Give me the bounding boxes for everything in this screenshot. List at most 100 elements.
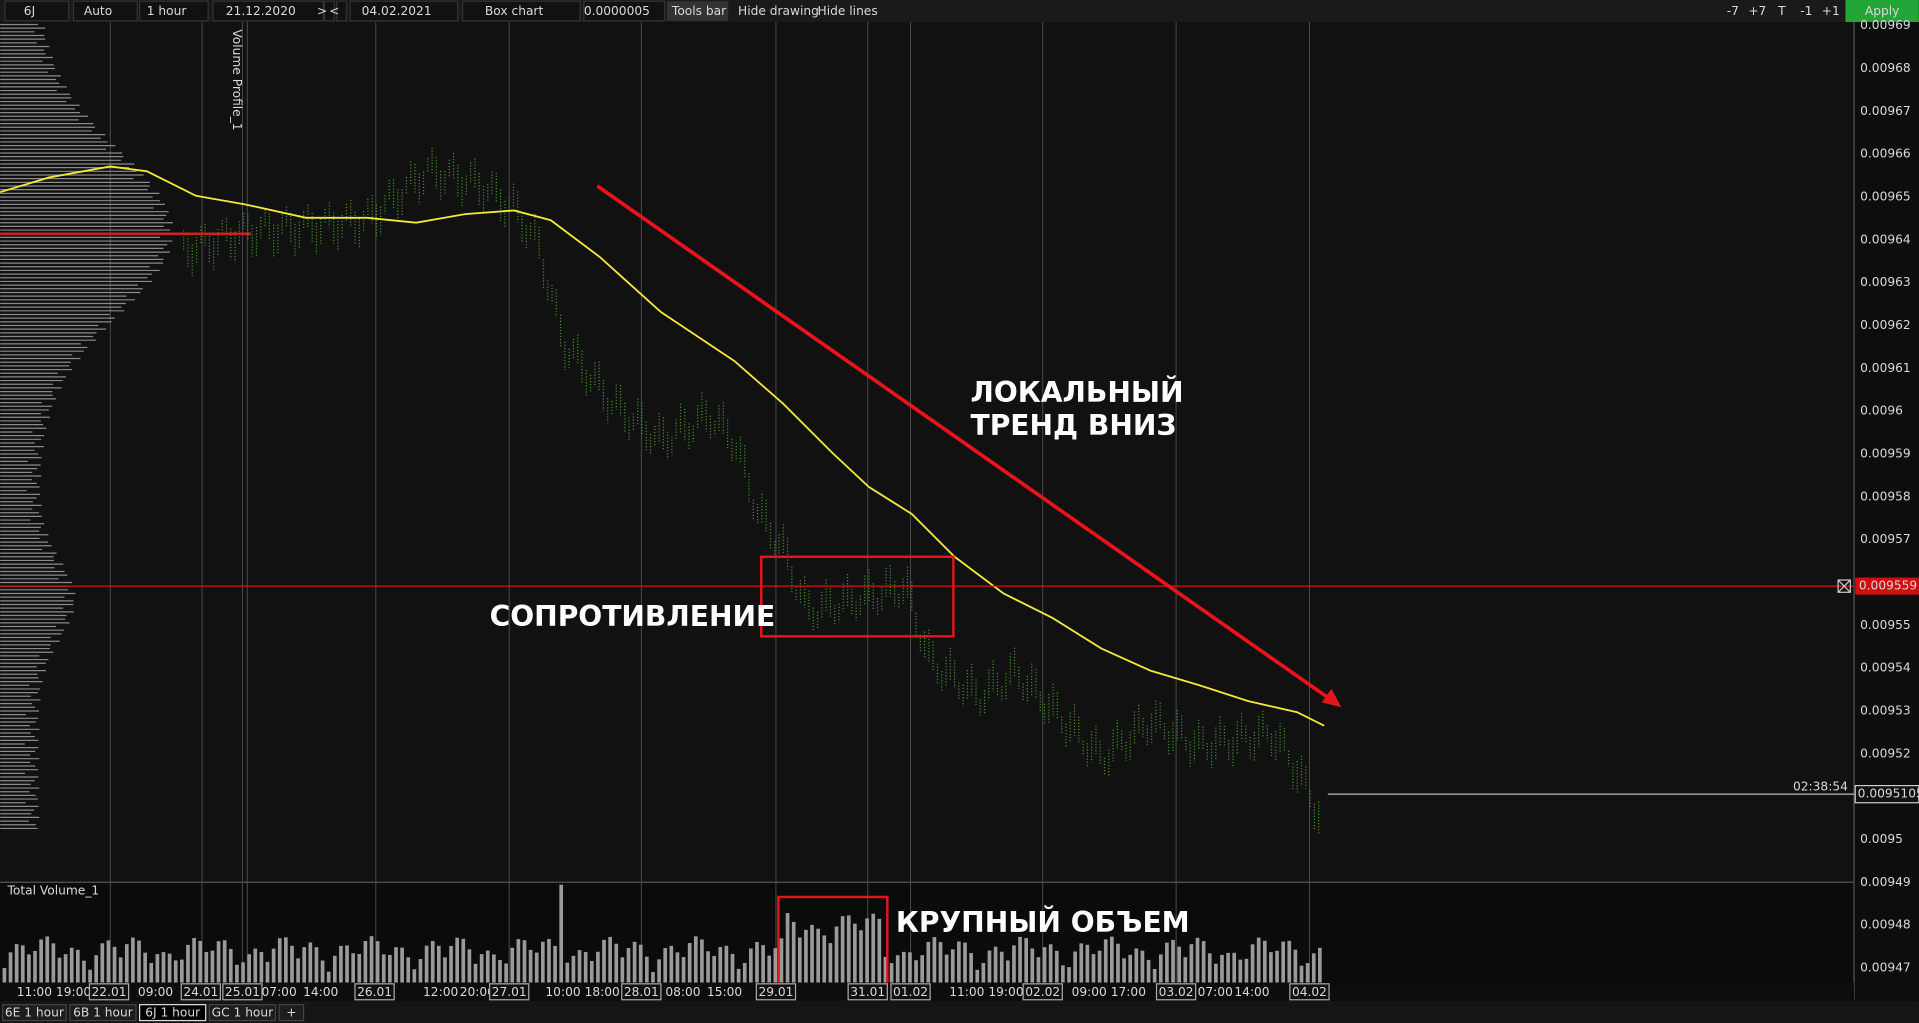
tab[interactable]: [208, 1004, 277, 1022]
current-price-box: [1855, 577, 1919, 595]
volume-bar: [1201, 941, 1206, 983]
toolbar-button[interactable]: [667, 1, 729, 21]
volume-bar: [192, 938, 196, 983]
volume-bar: [20, 945, 25, 983]
tab[interactable]: [69, 1004, 137, 1022]
volume-bar: [449, 945, 453, 983]
volume-bar: [730, 953, 735, 983]
toolbar-field-text[interactable]: Auto: [84, 4, 112, 18]
toolbar-button-text[interactable]: +1: [1822, 4, 1840, 18]
volume-bar: [999, 951, 1004, 983]
volume-bar: [1061, 965, 1065, 983]
time-axis-labels: 11:00 19:00 09:00 07:00 14:00 12:00 20:00 10:00…: [17, 983, 1330, 1001]
tab-label[interactable]: 6B 1 hour: [73, 1006, 134, 1020]
volume-bar: [210, 950, 215, 983]
apply-text[interactable]: Apply: [1865, 4, 1900, 18]
volume-bar: [1140, 950, 1145, 983]
close-line-icon[interactable]: [1837, 579, 1851, 593]
apply-button[interactable]: [1845, 0, 1919, 23]
toolbar-field[interactable]: [583, 0, 666, 22]
date-label: 22.01: [92, 985, 127, 999]
volume-bar: [228, 948, 233, 983]
toolbar-field[interactable]: [323, 0, 335, 22]
toolbar-field[interactable]: [462, 0, 581, 22]
volume-bar: [455, 937, 460, 983]
price-label: 0.00957: [1860, 532, 1911, 546]
volume-bar: [528, 949, 533, 983]
tab-label[interactable]: 6J 1 hour: [145, 1006, 201, 1020]
toolbar-field[interactable]: [212, 0, 324, 22]
price-label: 0.00948: [1860, 918, 1911, 932]
date-label: 26.01: [357, 985, 392, 999]
tab[interactable]: [139, 1004, 207, 1022]
volume-bar: [57, 957, 62, 983]
toolbar-button-text[interactable]: Tools bar: [671, 4, 727, 18]
toolbar-button-text[interactable]: -1: [1800, 4, 1812, 18]
volume-bar: [259, 952, 264, 983]
volume-bar: [27, 954, 31, 983]
volume-bar: [180, 959, 184, 983]
volume-bar: [1244, 958, 1249, 983]
volume-bar: [45, 936, 50, 983]
tab[interactable]: [278, 1004, 305, 1022]
volume-bar: [1116, 943, 1120, 983]
volume-bar: [424, 945, 429, 983]
tab-label[interactable]: +: [286, 1006, 296, 1020]
toolbar-button-text[interactable]: -7: [1727, 4, 1739, 18]
volume-bar: [14, 944, 19, 983]
date-label: 25.01: [225, 985, 260, 999]
tab-label[interactable]: 6E 1 hour: [5, 1006, 65, 1020]
toolbar-button-text[interactable]: +7: [1748, 4, 1766, 18]
volume-bar: [345, 945, 349, 983]
tab-bar: [0, 1000, 1919, 1023]
volume-bar: [1006, 960, 1010, 983]
toolbar-field-text[interactable]: 21.12.2020: [226, 4, 296, 18]
volume-bar: [651, 972, 655, 983]
volume-bar: [675, 952, 680, 983]
toolbar-field[interactable]: [4, 0, 70, 22]
price-label: 0.00964: [1860, 232, 1911, 246]
time-label: 20:00: [460, 985, 495, 999]
toolbar-field-text[interactable]: 6J: [24, 4, 35, 18]
tab[interactable]: [1, 1004, 67, 1022]
volume-bar: [534, 952, 539, 983]
volume-bar: [39, 939, 43, 983]
date-box: [1289, 983, 1330, 1001]
volume-bar: [596, 951, 600, 983]
tab-label[interactable]: GC 1 hour: [212, 1006, 275, 1020]
volume-bar: [1134, 948, 1139, 983]
volume-bar: [975, 969, 980, 983]
date-box: [1155, 983, 1197, 1001]
toolbar-field[interactable]: [139, 0, 209, 22]
volume-bar: [1048, 944, 1053, 983]
volume-bar: [302, 947, 307, 983]
toolbar-field-text[interactable]: >: [317, 4, 327, 18]
toolbar-button-text[interactable]: Hide drawing: [738, 4, 819, 18]
volume-bar: [443, 957, 447, 983]
volume-bar: [375, 941, 380, 983]
volume-bar: [1097, 950, 1102, 983]
volume-bar: [33, 950, 37, 983]
toolbar-field-text[interactable]: 1 hour: [147, 4, 188, 18]
volume-bar: [1024, 938, 1029, 983]
volume-bar: [467, 949, 472, 983]
toolbar-field[interactable]: [336, 0, 348, 22]
volume-bar: [871, 913, 876, 983]
volume-bar: [859, 930, 863, 983]
volume-bar: [742, 962, 747, 983]
toolbar-field-text[interactable]: 04.02.2021: [362, 4, 432, 18]
volume-bar: [296, 958, 300, 983]
toolbar-button-text[interactable]: T: [1777, 4, 1786, 18]
toolbar-field-text[interactable]: <: [329, 4, 339, 18]
toolbar-field-text[interactable]: Box chart: [485, 4, 544, 18]
volume-bar: [565, 962, 570, 983]
volume-bar: [1177, 946, 1181, 983]
volume-bar: [602, 939, 606, 983]
toolbar-field[interactable]: [72, 0, 138, 22]
toolbar-field[interactable]: [349, 0, 459, 22]
toolbar-button-text[interactable]: Hide lines: [818, 4, 878, 18]
volume-bar: [901, 951, 906, 983]
volume-bar: [981, 962, 986, 983]
toolbar-field-text[interactable]: 0.0000005: [584, 4, 650, 18]
volume-bar: [339, 945, 343, 983]
